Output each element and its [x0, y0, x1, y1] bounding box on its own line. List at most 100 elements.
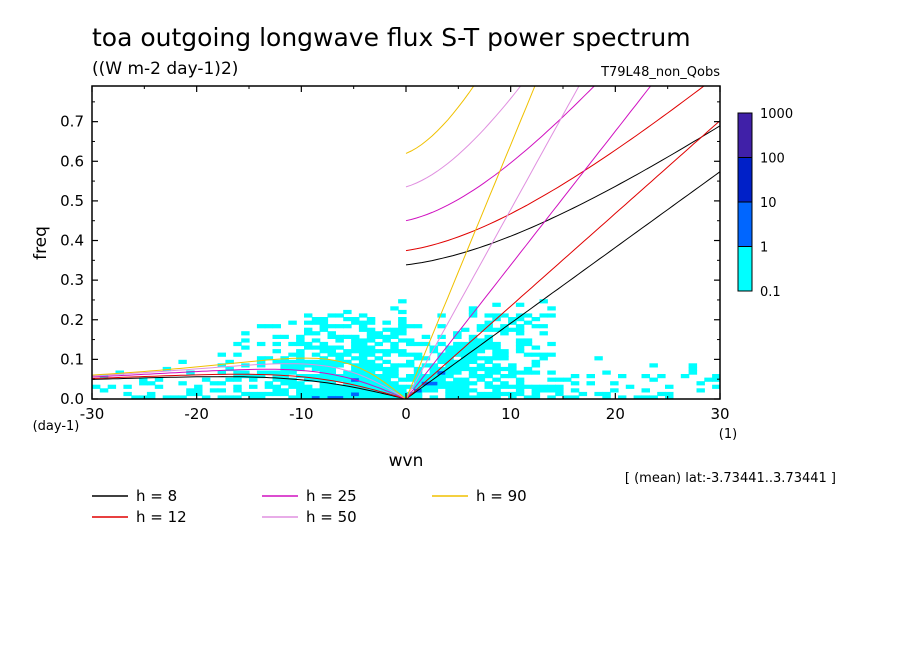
heatmap-cell — [186, 391, 195, 397]
heatmap-cell — [468, 374, 478, 379]
heatmap-cell — [225, 377, 234, 382]
heatmap-cell — [547, 306, 556, 311]
heatmap-cell — [335, 391, 344, 397]
heatmap-cell — [280, 374, 289, 379]
heatmap-cell — [280, 388, 289, 393]
heatmap-cell — [413, 391, 423, 397]
heatmap-cell — [515, 302, 525, 307]
heatmap-cell — [366, 338, 376, 343]
heatmap-cell — [241, 345, 250, 350]
heatmap-cell — [351, 317, 360, 322]
heatmap-cell — [327, 359, 336, 364]
heatmap-cell — [264, 391, 274, 397]
heatmap-cell — [366, 334, 376, 339]
colorbar-label: 10 — [760, 196, 777, 211]
heatmap-cell — [468, 381, 478, 386]
heatmap-cell — [476, 349, 486, 354]
heatmap-cell — [374, 363, 383, 368]
heatmap-cell — [445, 381, 454, 386]
heatmap-cell — [264, 370, 274, 375]
heatmap-cell — [358, 377, 368, 382]
heatmap-cell — [406, 352, 415, 357]
heatmap-cell — [413, 324, 423, 329]
heatmap-cell — [437, 356, 446, 361]
heatmap-cell — [563, 377, 572, 382]
heatmap-cell — [304, 384, 313, 389]
heatmap-cell — [311, 366, 321, 372]
heatmap-cell — [374, 388, 383, 393]
heatmap-cell — [296, 359, 305, 364]
heatmap-cell — [468, 370, 478, 375]
heatmap-cell — [453, 352, 462, 357]
heatmap-cell — [500, 327, 509, 332]
heatmap-cell — [131, 395, 140, 399]
heatmap-cell — [304, 327, 313, 332]
rossby-curve — [92, 357, 407, 399]
heatmap-cell — [178, 381, 187, 386]
colorbar-segment — [737, 201, 753, 247]
heatmap-cell — [460, 356, 470, 361]
colorbar-label: 1000 — [760, 107, 793, 122]
heatmap-cell — [586, 381, 595, 386]
heatmap-cell — [335, 324, 344, 329]
heatmap-cell — [398, 377, 407, 382]
heatmap-cell — [429, 363, 439, 368]
heatmap-cell — [445, 370, 454, 375]
heatmap-cell — [249, 395, 258, 399]
colorbar-segment — [737, 246, 753, 292]
heatmap-cell — [437, 313, 446, 318]
heatmap-cell — [366, 395, 376, 399]
heatmap-cell — [468, 334, 478, 339]
heatmap-cell — [398, 352, 407, 357]
heatmap-cell — [390, 345, 399, 350]
heatmap-cell — [351, 349, 360, 354]
heatmap-cell — [288, 341, 297, 347]
heatmap-cell — [390, 327, 399, 332]
heatmap-cell — [468, 306, 478, 311]
heatmap-cell — [304, 341, 313, 347]
heatmap-cell — [256, 363, 266, 368]
heatmap-cell — [280, 381, 289, 386]
heatmap-cell — [460, 363, 470, 368]
heatmap-cell — [453, 349, 462, 354]
heatmap-cell — [515, 377, 525, 382]
heatmap-cell — [319, 327, 329, 332]
heatmap-cell — [696, 388, 705, 393]
heatmap-cell — [406, 338, 415, 343]
heatmap-cell — [351, 356, 360, 361]
heatmap-cell — [327, 352, 336, 357]
heatmap-cell — [256, 341, 266, 347]
heatmap-cell — [280, 363, 289, 368]
heatmap-cell — [382, 366, 391, 372]
heatmap-cell — [515, 338, 525, 343]
heatmap-cell — [610, 388, 619, 393]
heatmap-cell — [209, 388, 219, 393]
heatmap-cell — [453, 377, 462, 382]
heatmap-cell — [665, 391, 674, 397]
heatmap-cell — [547, 313, 556, 318]
heatmap-cell — [437, 377, 446, 382]
x-tick-label: -30 — [80, 405, 105, 423]
heatmap-cell — [327, 313, 336, 318]
heatmap-cell — [366, 327, 376, 332]
heatmap-cell — [602, 370, 611, 375]
heatmap-cell — [547, 395, 556, 399]
heatmap-cell — [468, 309, 478, 315]
inertia-gravity-curve — [405, 86, 595, 222]
heatmap-cell — [508, 374, 517, 379]
heatmap-cell — [351, 395, 360, 399]
heatmap-cell — [445, 374, 454, 379]
heatmap-cell — [311, 374, 321, 379]
heatmap-cell — [484, 370, 493, 375]
heatmap-cell — [523, 395, 533, 399]
heatmap-cell — [304, 388, 313, 393]
heatmap-cell — [460, 388, 470, 393]
heatmap-cell — [641, 395, 650, 399]
heatmap-cell — [319, 320, 329, 325]
heatmap-cell — [343, 309, 352, 315]
x-tick-label: 20 — [606, 405, 625, 423]
heatmap-cell — [429, 349, 439, 354]
heatmap-cell — [319, 384, 329, 389]
heatmap-cell — [366, 381, 376, 386]
heatmap-cell — [649, 363, 658, 368]
